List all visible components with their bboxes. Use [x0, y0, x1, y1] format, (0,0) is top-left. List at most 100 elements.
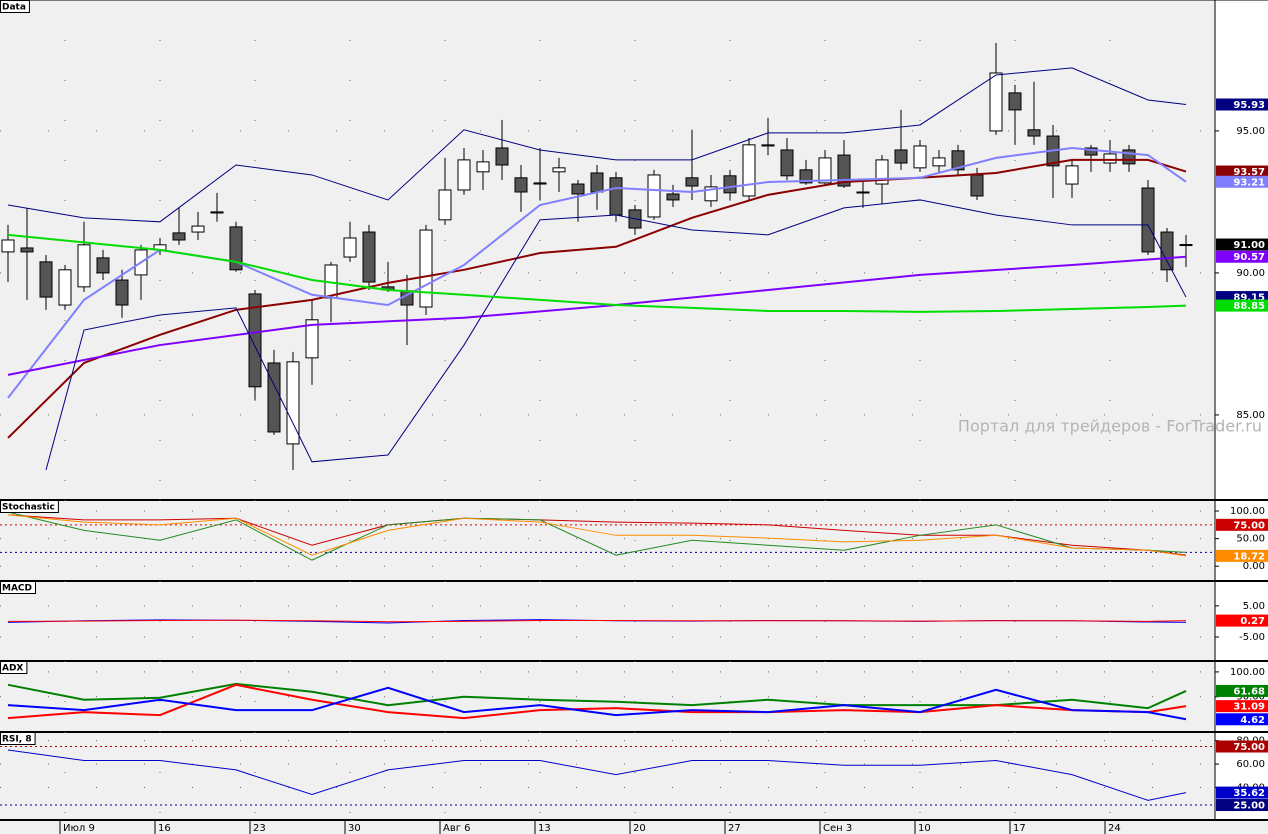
panel-title: ADX — [2, 664, 23, 674]
y-tick-label: 90.00 — [1236, 268, 1265, 279]
panel-title: Stochastic — [2, 503, 55, 513]
value-tag-label: 88.85 — [1233, 301, 1265, 312]
panel-title-box — [0, 661, 28, 674]
value-tag-label: 4.62 — [1240, 715, 1265, 726]
watermark: Портал для трейдеров - ForTrader.ru — [958, 417, 1262, 436]
candle-body — [191, 225, 205, 233]
indicator-line — [7, 511, 1187, 561]
indicator-line — [7, 233, 1187, 313]
candle-body — [856, 191, 870, 194]
candle-body — [210, 211, 224, 214]
panel-background — [0, 500, 1215, 580]
x-tick-label: 23 — [253, 823, 266, 834]
y-tick-label: 0.00 — [1243, 561, 1265, 572]
candle-body — [286, 361, 300, 445]
candle-body — [362, 231, 376, 283]
indicator-line — [7, 158, 1187, 439]
x-tick-label: 20 — [633, 823, 646, 834]
candle-body — [1103, 153, 1117, 164]
y-tick-label: 5.00 — [1243, 601, 1265, 612]
value-tag — [1216, 740, 1268, 753]
y-tick-label: 100.00 — [1230, 667, 1265, 678]
y-tick-label: 85.00 — [1236, 410, 1265, 421]
candle-body — [780, 149, 794, 177]
value-tag — [1216, 175, 1268, 188]
candle-body — [533, 182, 547, 185]
candle-body — [685, 177, 699, 187]
value-tag-label: 75.00 — [1233, 742, 1265, 753]
value-tag-label: 18.72 — [1233, 551, 1265, 562]
value-tag — [1216, 684, 1268, 697]
candle-body — [609, 177, 623, 216]
value-tag-label: 93.57 — [1233, 167, 1265, 178]
panel-title: Data — [2, 3, 26, 13]
y-tick-label: 100.00 — [1230, 506, 1265, 517]
indicator-line — [7, 619, 1187, 623]
candle-body — [970, 174, 984, 197]
candle-body — [229, 226, 243, 271]
candle-body — [1065, 165, 1079, 185]
candle-body — [457, 159, 471, 191]
y-tick-label: 50.00 — [1236, 692, 1265, 703]
panel-background — [0, 661, 1215, 731]
candle-body — [1141, 187, 1155, 253]
candle-body — [172, 232, 186, 241]
indicator-line — [7, 514, 1187, 557]
candle-body — [552, 167, 566, 173]
candle-body — [1, 239, 15, 253]
indicator-line — [7, 749, 1187, 801]
candle-body — [267, 362, 281, 433]
candle-body — [1160, 231, 1174, 271]
value-tag-label: 91.00 — [1233, 240, 1265, 251]
panel-title: MACD — [2, 584, 32, 594]
candle-body — [571, 183, 585, 195]
x-tick-label: 27 — [728, 823, 741, 834]
candle-body — [723, 175, 737, 194]
value-tag-label: 31.09 — [1233, 702, 1265, 713]
candle-body — [799, 169, 813, 184]
panel-background — [0, 732, 1215, 820]
panel-title-box — [0, 732, 36, 745]
candle-body — [495, 147, 509, 166]
candle-body — [989, 72, 1003, 132]
candle-body — [742, 144, 756, 197]
candle-body — [1027, 129, 1041, 137]
value-tag-label: 0.27 — [1240, 616, 1265, 627]
value-tag — [1216, 250, 1268, 263]
panel-title: RSI, 8 — [2, 735, 32, 745]
candle-body — [419, 229, 433, 308]
candle-body — [438, 189, 452, 221]
y-tick-label: 95.00 — [1236, 126, 1265, 137]
candle-body — [1008, 92, 1022, 111]
candle-body — [818, 157, 832, 184]
panel-title-box — [0, 0, 30, 13]
y-tick-label: 50.00 — [1236, 534, 1265, 545]
candle-body — [932, 157, 946, 167]
candle-body — [39, 261, 53, 298]
indicator-line — [7, 683, 1187, 720]
panel-background — [0, 0, 1215, 499]
candle-body — [894, 149, 908, 164]
panel-title-box — [0, 500, 59, 513]
value-tag — [1216, 549, 1268, 562]
candle-body — [837, 154, 851, 187]
candle-body — [647, 174, 661, 218]
candle-body — [1179, 244, 1193, 247]
x-tick-label: 16 — [158, 823, 171, 834]
value-tag-label: 90.57 — [1233, 252, 1265, 263]
indicator-line — [7, 682, 1187, 710]
y-tick-label: 60.00 — [1236, 759, 1265, 770]
indicator-line — [7, 67, 1187, 223]
value-tag-label: 93.21 — [1233, 177, 1265, 188]
x-tick-label: 24 — [1108, 823, 1121, 834]
x-tick-label: Июл 9 — [63, 823, 95, 834]
value-tag-label: 75.00 — [1233, 520, 1265, 531]
candle-body — [248, 293, 262, 388]
value-tag — [1216, 786, 1268, 799]
value-tag-label: 61.68 — [1233, 686, 1265, 697]
x-axis-background — [0, 820, 1268, 834]
value-tag-label: 95.93 — [1233, 100, 1265, 111]
panel-title-box — [0, 581, 36, 594]
x-tick-label: 17 — [1013, 823, 1026, 834]
candle-body — [590, 172, 604, 193]
